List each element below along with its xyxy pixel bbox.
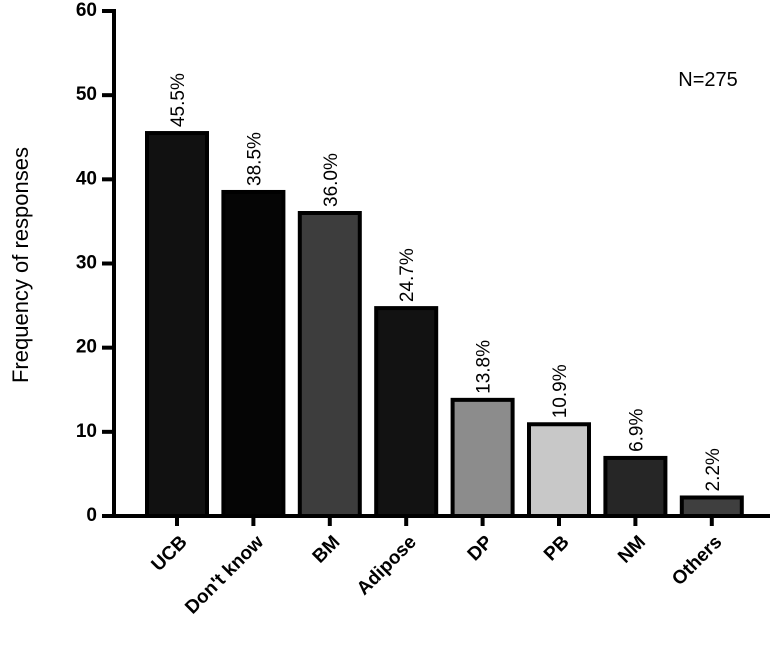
bar-dp xyxy=(450,397,515,519)
bar-ucb xyxy=(145,131,209,519)
y-tick-label: 60 xyxy=(76,0,97,21)
y-tick-label: 10 xyxy=(76,421,97,442)
sample-size-annotation: N=275 xyxy=(678,69,738,91)
axes-layer: 0 10 20 30 40 50 60 xyxy=(76,0,770,526)
bar-pb xyxy=(527,422,591,518)
data-label: 38.5% xyxy=(244,132,265,186)
bar-nm xyxy=(603,455,668,518)
y-tick-label: 0 xyxy=(86,505,97,526)
y-tick-label: 50 xyxy=(76,84,97,105)
data-label: 2.2% xyxy=(703,448,724,491)
bar-adipose xyxy=(374,306,439,518)
y-tick-label: 30 xyxy=(76,253,97,274)
x-tick-label: BM xyxy=(309,532,345,568)
data-label: 45.5% xyxy=(168,73,189,127)
data-label: 24.7% xyxy=(397,248,418,302)
data-label: 13.8% xyxy=(474,340,495,394)
y-tick-label: 20 xyxy=(76,337,97,358)
x-tick-label: Others xyxy=(668,532,726,590)
y-tick-label: 40 xyxy=(76,168,97,189)
data-label: 36.0% xyxy=(321,153,342,207)
x-tick-label: UCB xyxy=(148,532,192,576)
bar-don-t-know xyxy=(221,189,286,518)
x-tick-label: PB xyxy=(540,532,574,566)
x-tick-label: DP xyxy=(464,532,498,566)
data-label: 6.9% xyxy=(626,409,647,452)
bars-layer xyxy=(145,131,744,519)
bar-others xyxy=(679,495,744,519)
x-tick-label: Adipose xyxy=(353,532,421,600)
y-axis-title: Frequency of responses xyxy=(8,147,33,383)
data-label: 10.9% xyxy=(550,364,571,418)
bar-bm xyxy=(297,211,362,518)
x-tick-label: NM xyxy=(614,532,650,568)
x-tick-label: Don't know xyxy=(181,532,268,619)
